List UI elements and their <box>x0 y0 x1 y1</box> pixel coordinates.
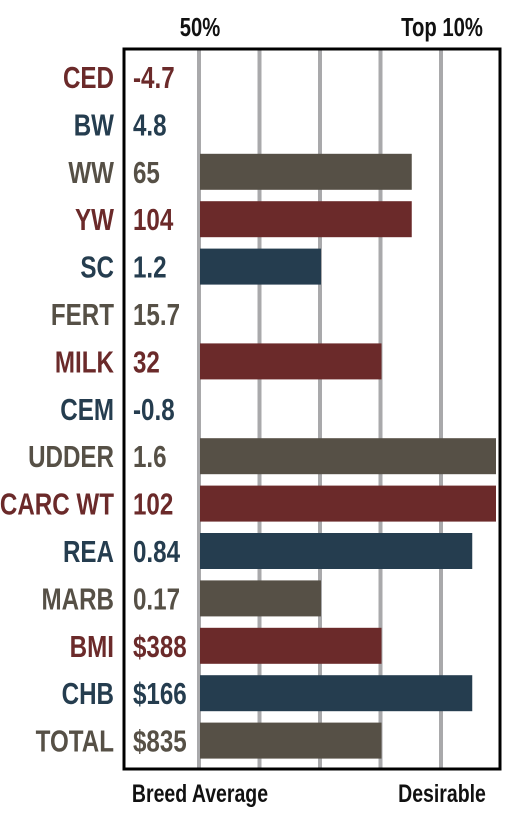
trait-label: SC <box>80 250 114 285</box>
trait-label: CED <box>63 60 114 95</box>
bar-total <box>200 722 382 759</box>
epd-value: 1.6 <box>133 439 167 474</box>
trait-label: CEM <box>60 392 114 427</box>
bar-milk <box>200 343 382 380</box>
trait-label: BW <box>74 108 115 143</box>
bar-chb <box>200 675 473 712</box>
epd-value: $835 <box>133 724 187 759</box>
epd-value: 4.8 <box>133 108 167 143</box>
epd-value: $388 <box>133 629 187 664</box>
trait-label: FERT <box>51 297 114 332</box>
bar-carc-wt <box>200 485 496 522</box>
epd-value: 0.17 <box>133 582 180 617</box>
trait-label: REA <box>63 534 114 569</box>
trait-label: YW <box>75 202 115 237</box>
trait-label: UDDER <box>28 439 114 474</box>
trait-label: CHB <box>62 676 114 711</box>
epd-value: 0.84 <box>133 534 181 569</box>
trait-label: CARC WT <box>0 487 114 522</box>
epd-value: 104 <box>133 202 174 237</box>
bar-rea <box>200 533 473 569</box>
epd-value: -0.8 <box>133 392 175 427</box>
bar-udder <box>200 438 496 475</box>
trait-label: MARB <box>42 582 114 617</box>
bar-sc <box>200 248 321 285</box>
bar-marb <box>200 580 321 617</box>
bars <box>200 153 496 759</box>
chart-frame <box>122 47 502 771</box>
bottom-label-breed-average: Breed Average <box>132 780 268 808</box>
epd-value: 1.2 <box>133 250 167 285</box>
epd-value: 15.7 <box>133 297 180 332</box>
epd-value: -4.7 <box>133 60 175 95</box>
epd-value: $166 <box>133 676 187 711</box>
bar-bmi <box>200 627 382 664</box>
epd-value: 65 <box>133 155 160 190</box>
trait-label: MILK <box>55 345 114 380</box>
trait-label: TOTAL <box>36 724 114 759</box>
row-labels: CED -4.7 BW 4.8 WW 65 YW 104 SC 1.2 FERT 15.7 MILK 32… <box>0 60 187 758</box>
bar-yw <box>200 201 412 238</box>
bottom-label-desirable: Desirable <box>398 780 486 808</box>
trait-label: BMI <box>70 629 114 664</box>
top-label-50-percent: 50% <box>180 13 221 42</box>
top-label-top-10-percent: Top 10% <box>401 13 483 42</box>
trait-label: WW <box>68 155 114 190</box>
bar-ww <box>200 153 412 190</box>
epd-value: 102 <box>133 487 173 522</box>
epd-value: 32 <box>133 345 160 380</box>
